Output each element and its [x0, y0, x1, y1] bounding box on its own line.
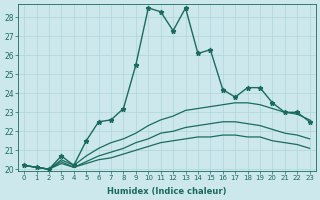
X-axis label: Humidex (Indice chaleur): Humidex (Indice chaleur) — [107, 187, 227, 196]
